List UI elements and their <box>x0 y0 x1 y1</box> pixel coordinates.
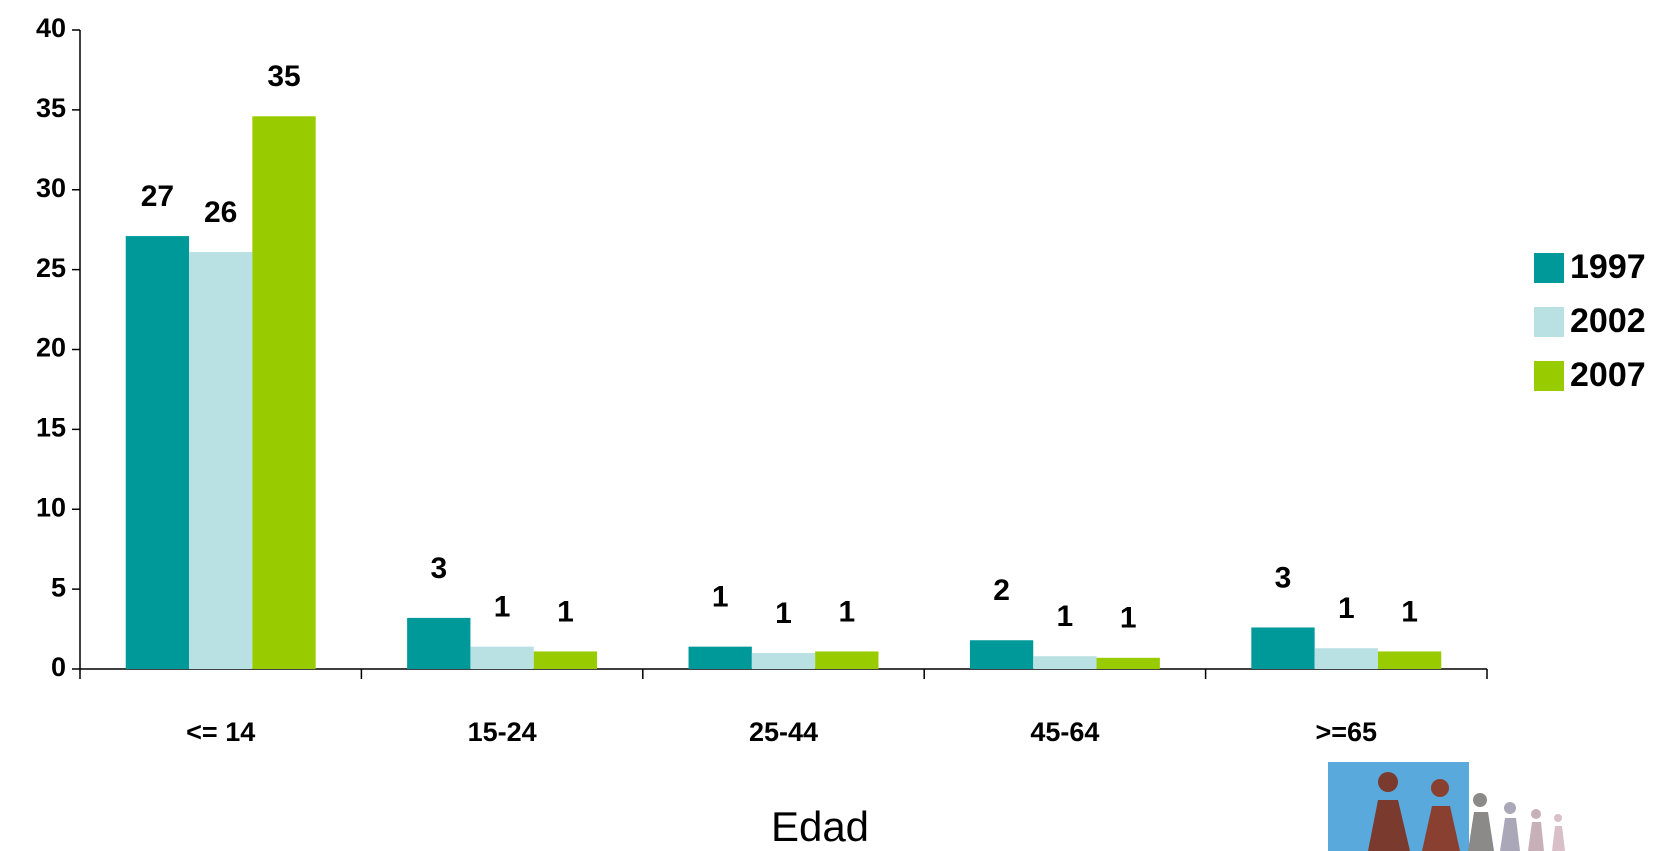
bar <box>470 646 534 669</box>
bar <box>189 252 253 670</box>
decorative-image <box>1328 762 1565 851</box>
x-tick-label: 45-64 <box>1030 717 1099 747</box>
bar <box>969 640 1034 669</box>
y-tick-label: 15 <box>36 413 66 443</box>
y-tick-label: 20 <box>36 333 66 363</box>
data-label: 3 <box>1275 561 1292 594</box>
y-tick-label: 10 <box>36 492 66 522</box>
bar <box>407 617 471 669</box>
y-tick-label: 0 <box>51 652 66 682</box>
data-label: 27 <box>141 180 174 213</box>
data-label: 1 <box>1401 595 1418 628</box>
x-tick-label: <= 14 <box>186 717 255 747</box>
y-tick-label: 40 <box>36 13 66 43</box>
legend-swatch <box>1534 253 1564 283</box>
legend-swatch <box>1534 361 1564 391</box>
bar <box>688 646 752 669</box>
data-label: 1 <box>494 591 511 624</box>
y-tick-label: 5 <box>51 572 66 602</box>
y-tick-label: 30 <box>36 173 66 203</box>
bar <box>1251 627 1315 669</box>
data-label: 3 <box>430 552 447 585</box>
legend-label: 2002 <box>1570 302 1646 340</box>
data-label: 1 <box>1338 592 1355 625</box>
legend-swatch <box>1534 307 1564 337</box>
bar <box>533 651 598 669</box>
bar <box>125 236 190 669</box>
data-label: 1 <box>838 595 855 628</box>
data-label: 26 <box>204 196 237 229</box>
data-label: 35 <box>267 60 300 93</box>
bar <box>1033 656 1097 669</box>
data-label: 1 <box>775 597 792 630</box>
bar <box>1377 651 1442 669</box>
x-tick-label: 25-44 <box>749 717 818 747</box>
bar <box>1314 648 1378 669</box>
x-axis-title: Edad <box>771 803 869 850</box>
legend-label: 1997 <box>1570 248 1646 286</box>
x-tick-label: 15-24 <box>468 717 537 747</box>
bar <box>252 116 316 669</box>
y-tick-label: 35 <box>36 93 66 123</box>
bar <box>751 653 816 669</box>
bar <box>1096 657 1160 669</box>
data-label: 1 <box>1057 600 1074 633</box>
data-label: 1 <box>712 581 729 614</box>
x-tick-label: >=65 <box>1316 717 1378 747</box>
data-label: 1 <box>1120 602 1137 635</box>
y-tick-label: 25 <box>36 253 66 283</box>
legend-label: 2007 <box>1570 356 1646 394</box>
data-label: 2 <box>993 574 1010 607</box>
data-label: 1 <box>557 595 574 628</box>
bar <box>815 651 879 669</box>
